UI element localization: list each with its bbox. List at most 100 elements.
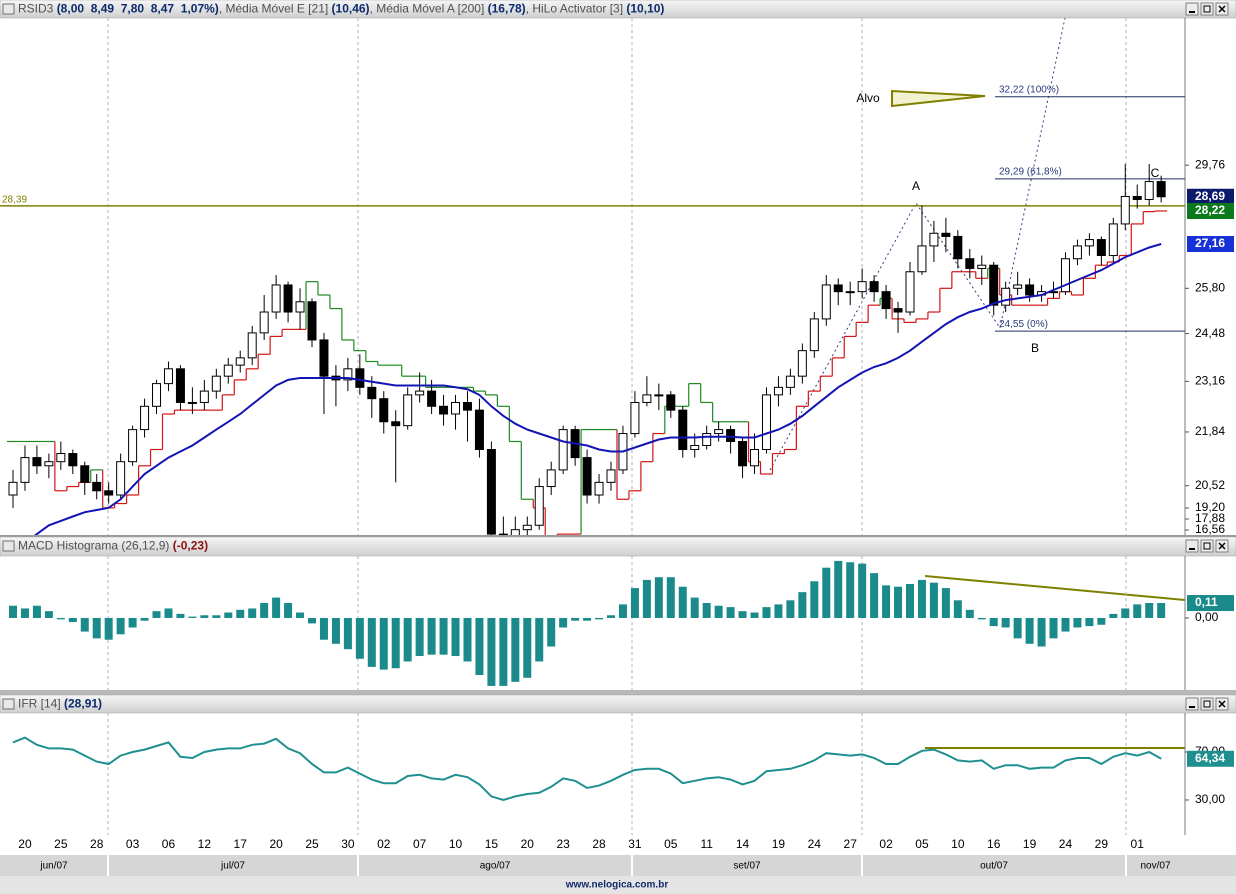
candle-body xyxy=(271,284,281,313)
reference-label: 28,39 xyxy=(2,194,27,205)
y-tick-label: 23,16 xyxy=(1195,374,1225,388)
histogram-bar xyxy=(331,617,340,644)
candle-body xyxy=(1001,287,1011,306)
panel-icon xyxy=(2,698,15,710)
last-value-label: 0,11 xyxy=(1195,595,1218,609)
button-glyph xyxy=(1203,5,1211,13)
candle-body xyxy=(367,386,377,400)
window-button xyxy=(1185,2,1199,16)
candle-body xyxy=(666,394,676,411)
histogram-bar xyxy=(882,585,891,618)
last-value-box xyxy=(1187,203,1234,220)
histogram-bar xyxy=(56,617,65,620)
histogram-bar xyxy=(248,608,257,618)
histogram-bar xyxy=(1025,617,1034,644)
histogram-bar xyxy=(152,611,161,618)
candle-body xyxy=(702,433,712,446)
histogram-bar xyxy=(44,611,53,618)
candle-body xyxy=(295,301,305,313)
candle-body xyxy=(845,291,855,294)
plot xyxy=(9,560,1166,686)
histogram-bar xyxy=(427,617,436,655)
x-tick-label: 10 xyxy=(951,837,965,851)
window-button xyxy=(1200,697,1214,711)
candle-body xyxy=(451,401,461,415)
histogram-bar xyxy=(367,617,376,667)
target-arrow xyxy=(891,89,986,108)
panel-title: IFR [14] (28,91) xyxy=(18,697,102,711)
ifr-line xyxy=(12,736,1162,802)
title-part: MACD Histograma (26,12,9) xyxy=(18,539,173,553)
title-part: (8,00 8,49 7,80 8,47 1,07%) xyxy=(57,2,219,16)
panel-separator xyxy=(0,535,1236,537)
histogram-bar xyxy=(80,617,89,632)
candle-body xyxy=(427,390,437,407)
histogram-bar xyxy=(68,617,77,623)
candle-body xyxy=(1025,284,1035,296)
candle-body xyxy=(594,481,604,496)
histogram-bar xyxy=(666,577,675,618)
candle-body xyxy=(941,232,951,237)
title-part: , HiLo Activator [3] xyxy=(526,2,627,16)
candle-body xyxy=(989,264,999,306)
month-bar xyxy=(0,855,1236,876)
candle-body xyxy=(92,481,102,492)
button-glyph xyxy=(1218,542,1226,550)
candle-body xyxy=(1108,223,1118,257)
candle-body xyxy=(187,401,197,404)
title-part: (10,10) xyxy=(626,2,664,16)
x-tick-label: 29 xyxy=(1095,837,1109,851)
candle-body xyxy=(654,394,664,397)
window-button xyxy=(1185,697,1199,711)
histogram-bar xyxy=(379,617,388,670)
histogram-bar xyxy=(319,617,328,640)
x-tick-label: 05 xyxy=(664,837,678,851)
histogram-bar xyxy=(391,617,400,669)
histogram-bar xyxy=(523,617,532,678)
histogram-bar xyxy=(953,600,962,618)
panel-header xyxy=(0,536,1236,557)
histogram-bar xyxy=(1037,617,1046,647)
histogram-bar xyxy=(583,617,592,621)
month-label: ago/07 xyxy=(480,861,511,872)
histogram-bar xyxy=(343,617,352,650)
candle-body xyxy=(44,461,54,467)
fibonacci-label: 32,22 (100%) xyxy=(999,84,1059,95)
histogram-bar xyxy=(941,588,950,618)
x-tick-label: 14 xyxy=(736,837,750,851)
histogram-bar xyxy=(236,609,245,618)
annotation: Alvo xyxy=(856,91,880,105)
fibonacci-label: 29,29 (61,8%) xyxy=(999,167,1062,178)
histogram-bar xyxy=(1061,617,1070,632)
candle-body xyxy=(128,429,138,463)
x-tick-label: 19 xyxy=(1023,837,1037,851)
x-tick-label: 07 xyxy=(413,837,427,851)
x-tick-label: 20 xyxy=(269,837,283,851)
x-tick-label: 28 xyxy=(90,837,104,851)
x-tick-label: 11 xyxy=(700,837,713,851)
histogram-bar xyxy=(571,617,580,621)
title-part: , Média Móvel E [21] xyxy=(219,2,332,16)
candle-body xyxy=(690,444,700,451)
histogram-bar xyxy=(1097,617,1106,625)
month-label: out/07 xyxy=(980,861,1008,872)
histogram-bar xyxy=(200,615,209,618)
histogram-bar xyxy=(894,586,903,618)
last-value-box xyxy=(1187,750,1234,767)
plot: 28,39 32,22 (100%) 29,29 (61,8%) 24,55 (0%) xyxy=(0,84,1185,535)
candle-body xyxy=(20,457,30,483)
candle-body xyxy=(56,453,66,463)
candle-body xyxy=(307,301,317,341)
histogram-bar xyxy=(547,617,556,647)
y-tick-label: 0,00 xyxy=(1195,610,1219,624)
candle-body xyxy=(965,258,975,269)
candle-body xyxy=(379,398,389,423)
histogram-bar xyxy=(296,612,305,618)
month-label: set/07 xyxy=(733,861,761,872)
x-tick-label: 19 xyxy=(772,837,786,851)
candle-body xyxy=(259,311,269,334)
histogram-bar xyxy=(906,583,914,618)
candle-body xyxy=(558,429,568,471)
histogram-bar xyxy=(439,617,448,655)
